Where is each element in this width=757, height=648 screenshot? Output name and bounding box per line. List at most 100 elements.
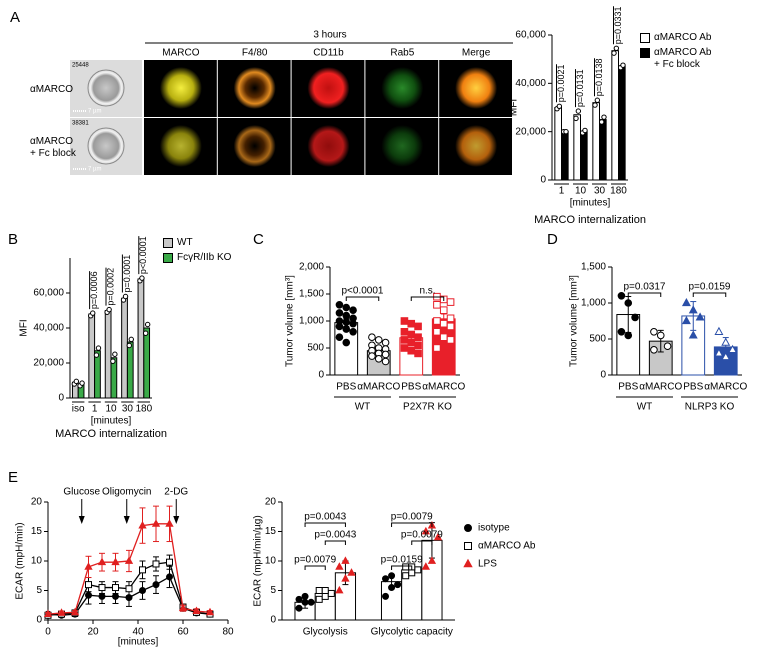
cell-signal <box>159 67 202 109</box>
bar <box>88 313 96 399</box>
marker <box>407 346 416 355</box>
marker <box>152 581 160 589</box>
group-label: P2X7R KO <box>403 402 452 413</box>
marker <box>414 566 422 574</box>
x-tick-label: PBS <box>618 382 638 393</box>
panel-label: D <box>547 231 558 248</box>
marker <box>374 336 383 344</box>
y-tick-label: 1,500 <box>299 289 324 300</box>
y-tick-label: 0 <box>36 615 42 626</box>
marker <box>439 333 448 341</box>
significance-bracket <box>304 565 326 570</box>
x-tick-label: αMARCO <box>704 382 747 393</box>
marker <box>315 587 323 594</box>
panel-label: C <box>253 231 264 248</box>
marker <box>307 598 315 606</box>
marker <box>382 592 390 600</box>
x-axis-label: [minutes] <box>91 416 132 427</box>
channel-label: CD11b <box>313 48 344 59</box>
marker <box>124 556 134 564</box>
cell-signal <box>233 125 276 167</box>
legend-entry: FcγR/IIb KO <box>163 252 231 264</box>
cell-signal <box>233 67 276 109</box>
y-axis-label: ECAR (mpH/min) <box>15 522 26 599</box>
marker <box>573 115 579 122</box>
marker <box>342 303 351 312</box>
y-tick-label: 1,000 <box>299 316 324 327</box>
marker <box>341 556 350 564</box>
marker <box>714 348 724 357</box>
group-label: WT <box>637 402 653 413</box>
marker <box>368 352 376 360</box>
x-tick-label: PBS <box>336 382 356 393</box>
marker <box>97 557 107 566</box>
marker <box>349 319 357 328</box>
panel-label: A <box>10 9 20 26</box>
marker <box>695 312 705 321</box>
p-value: p=0.0079 <box>294 555 336 566</box>
p-value: p=0.0331 <box>613 6 623 44</box>
bar <box>618 65 626 181</box>
marker <box>681 298 691 307</box>
legend-swatch <box>163 238 173 248</box>
marker <box>295 604 303 612</box>
x-tick-label: 10 <box>575 186 587 197</box>
bar <box>592 102 600 181</box>
legend-label: LPS <box>478 559 497 570</box>
marker <box>388 572 396 580</box>
y-tick-label: 0 <box>270 615 276 626</box>
marker <box>400 328 409 336</box>
marker <box>620 62 626 68</box>
marker <box>650 328 658 336</box>
legend-entry: αMARCO Ab + Fc block <box>640 47 711 71</box>
chart-title: MARCO internalization <box>534 214 646 226</box>
panel-label: B <box>8 231 18 248</box>
marker <box>433 532 443 541</box>
marker <box>315 595 323 603</box>
group-label: NLRP3 KO <box>685 402 735 413</box>
y-tick-label: 500 <box>307 343 324 354</box>
cell-signal <box>455 67 498 109</box>
y-tick-label: 10 <box>265 556 277 567</box>
chart-title: MARCO internalization <box>55 428 167 440</box>
marker <box>166 558 173 566</box>
marker <box>122 293 129 300</box>
marker <box>663 342 672 351</box>
marker <box>347 568 356 576</box>
marker <box>85 581 92 589</box>
x-tick-label: 0 <box>45 627 51 638</box>
marker <box>688 330 698 339</box>
marker <box>128 336 134 343</box>
y-axis-label: Tumor volume [mm³] <box>569 275 580 367</box>
marker <box>408 569 416 577</box>
marker <box>414 322 422 331</box>
marker <box>613 45 620 51</box>
marker <box>407 330 416 339</box>
marker <box>414 349 422 358</box>
group-label: WT <box>355 402 371 413</box>
marker <box>106 306 112 313</box>
significance-bracket <box>692 292 727 297</box>
y-tick-label: 5 <box>270 585 276 596</box>
marker <box>335 322 344 331</box>
marker <box>144 321 151 328</box>
annotation: Glucose <box>63 487 100 498</box>
y-axis-label: MFI <box>19 319 30 336</box>
legend-label: FcγR/IIb KO <box>177 252 232 263</box>
x-axis-label: [minutes] <box>570 198 611 209</box>
p-value: p=0.0138 <box>594 58 604 96</box>
marker <box>139 275 145 281</box>
marker <box>95 345 102 351</box>
y-tick-label: 20 <box>265 497 277 508</box>
legend-marker <box>464 524 472 532</box>
marker <box>165 519 174 527</box>
marker <box>446 298 455 306</box>
marker <box>335 333 344 342</box>
y-tick-label: 20,000 <box>33 358 64 369</box>
marker <box>433 344 441 352</box>
p-value: n.s. <box>419 286 435 297</box>
scale-label: 7 µm <box>88 167 101 173</box>
row-label: αMARCO + Fc block <box>30 136 76 159</box>
y-tick-label: 0 <box>58 393 64 404</box>
marker <box>433 317 441 325</box>
